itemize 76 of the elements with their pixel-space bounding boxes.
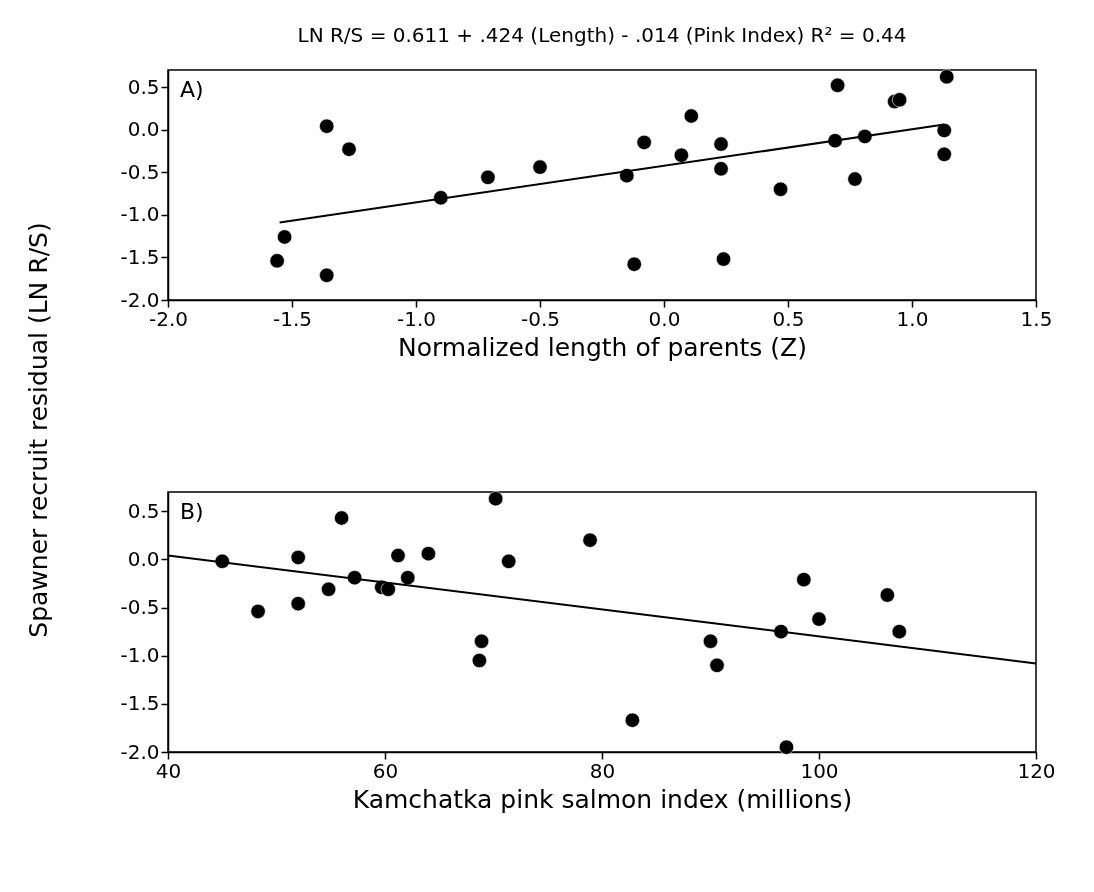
x-tick-label: -1.5 [272,306,313,331]
x-tick-label: 1.0 [896,306,929,331]
point [400,570,416,586]
x-tick-label: 0.5 [772,306,805,331]
point [488,491,504,507]
y-tick-label: -1.0 [120,643,160,668]
point [420,546,436,562]
y-tick-label: 0.0 [127,117,160,142]
point [702,633,719,649]
point [827,133,843,149]
point [715,251,732,267]
x-tick-label: 100 [800,758,839,783]
point [709,657,725,673]
y-tick-label: -0.5 [120,159,160,184]
x-tick-label: 120 [1017,758,1056,783]
point [773,181,789,197]
point [290,596,306,612]
y-tick-label: -0.5 [120,595,160,620]
point [936,146,952,162]
point [380,581,396,597]
x-tick-label: 80 [589,758,616,783]
point [619,168,635,184]
annotation: B) [180,499,204,524]
y-tick-label: 0.0 [127,546,160,571]
chart-title: LN R/S = 0.611 + .424 (Length) - .014 (Pink Index) R² = 0.44 [297,23,907,48]
point [936,122,952,139]
point [341,141,357,157]
x-tick-label: -0.5 [520,306,561,331]
point [713,161,729,177]
point [673,147,689,163]
x-tick-label: 0.0 [648,306,681,331]
point [713,136,729,152]
point [390,548,406,564]
point [939,69,955,85]
point [891,624,907,640]
point [532,159,548,175]
x-axis-title: Kamchatka pink salmon index (millions) [352,784,853,814]
y-tick-label: 0.5 [127,498,160,523]
y-axis-title: Spawner recruit residual (LN R/S) [23,222,53,638]
point [474,633,490,649]
point [321,581,337,597]
point [501,553,517,569]
y-tick-label: -1.0 [120,202,160,227]
point [250,603,266,619]
point [319,267,335,283]
x-axis-title: Normalized length of parents (Z) [398,332,807,362]
point [277,229,293,245]
point [879,587,895,603]
point [830,77,846,93]
point [796,572,812,588]
point [471,652,487,669]
annotation: A) [180,77,204,102]
point [636,134,652,150]
x-tick-label: 1.5 [1020,306,1053,331]
point [773,624,789,640]
point [433,190,449,206]
point [269,253,285,269]
point [811,611,827,627]
x-tick-label: 60 [372,758,399,783]
point [334,510,350,526]
point [290,549,306,566]
point [480,169,496,185]
point [582,532,598,548]
y-tick-label: 0.5 [127,74,160,99]
y-tick-label: -1.5 [120,244,160,269]
x-tick-label: -1.0 [396,306,437,331]
point [857,128,873,144]
point [347,570,363,586]
point [319,118,335,134]
point [778,739,794,755]
point [624,712,640,728]
y-tick-label: -1.5 [120,691,160,716]
point [892,92,908,108]
point [683,108,699,124]
point [847,171,863,187]
point [626,256,642,272]
